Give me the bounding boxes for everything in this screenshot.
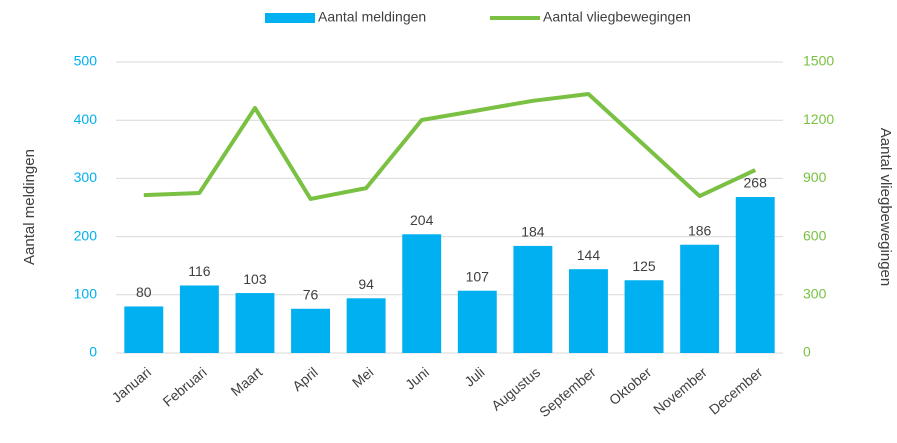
x-tick-label: Mei: [349, 364, 377, 391]
x-tick-label: Juli: [461, 364, 487, 390]
y-tick-label: 0: [89, 344, 97, 360]
y2-tick-label: 300: [803, 286, 827, 302]
bar: [402, 234, 442, 353]
data-label: 80: [136, 284, 152, 300]
data-label: 125: [632, 258, 656, 274]
data-label: 76: [303, 286, 319, 302]
bar: [124, 306, 164, 353]
legend-label: Aantal meldingen: [318, 9, 426, 25]
x-tick-label: Oktober: [606, 364, 655, 408]
y2-axis-title: Aantal vliegbewegingen: [877, 128, 894, 286]
y2-tick-label: 0: [803, 344, 811, 360]
data-label: 103: [243, 271, 267, 287]
x-tick-label: September: [536, 364, 599, 420]
y2-tick-label: 600: [803, 227, 827, 243]
data-label: 116: [188, 263, 211, 279]
y-axis-title: Aantal meldingen: [21, 149, 38, 265]
x-tick-label: Juni: [402, 364, 432, 393]
y-tick-label: 100: [74, 286, 98, 302]
y-tick-label: 500: [74, 53, 98, 69]
legend-label: Aantal vliegbewegingen: [543, 9, 691, 25]
x-tick-label: Maart: [228, 364, 266, 399]
y2-tick-label: 1500: [803, 53, 834, 69]
data-label: 184: [521, 224, 545, 240]
bar: [735, 197, 775, 353]
y2-tick-label: 900: [803, 169, 827, 185]
x-tick-label: April: [289, 364, 321, 394]
x-tick-label: Januari: [109, 364, 154, 406]
x-tick-label: Augustus: [488, 364, 543, 414]
x-tick-label: November: [650, 364, 710, 418]
y-tick-label: 400: [74, 111, 98, 127]
bar: [235, 293, 275, 353]
data-label: 144: [577, 247, 601, 263]
x-tick-label: December: [706, 364, 766, 418]
bar: [291, 308, 330, 353]
data-label: 107: [466, 268, 490, 284]
bar: [569, 269, 608, 353]
bar: [179, 285, 219, 353]
data-label: 94: [358, 276, 374, 292]
legend-swatch: [265, 13, 315, 23]
data-label: 186: [688, 222, 712, 238]
y-tick-label: 300: [74, 169, 98, 185]
bar: [680, 244, 720, 353]
line: [143, 92, 757, 201]
x-tick-label: Februari: [159, 364, 209, 410]
y2-tick-label: 1200: [803, 111, 834, 127]
bar: [346, 298, 386, 353]
bar: [624, 280, 664, 353]
y-tick-label: 200: [74, 227, 98, 243]
bar: [513, 245, 553, 353]
data-label: 204: [410, 212, 434, 228]
bar: [457, 290, 497, 353]
data-label: 268: [744, 175, 768, 191]
